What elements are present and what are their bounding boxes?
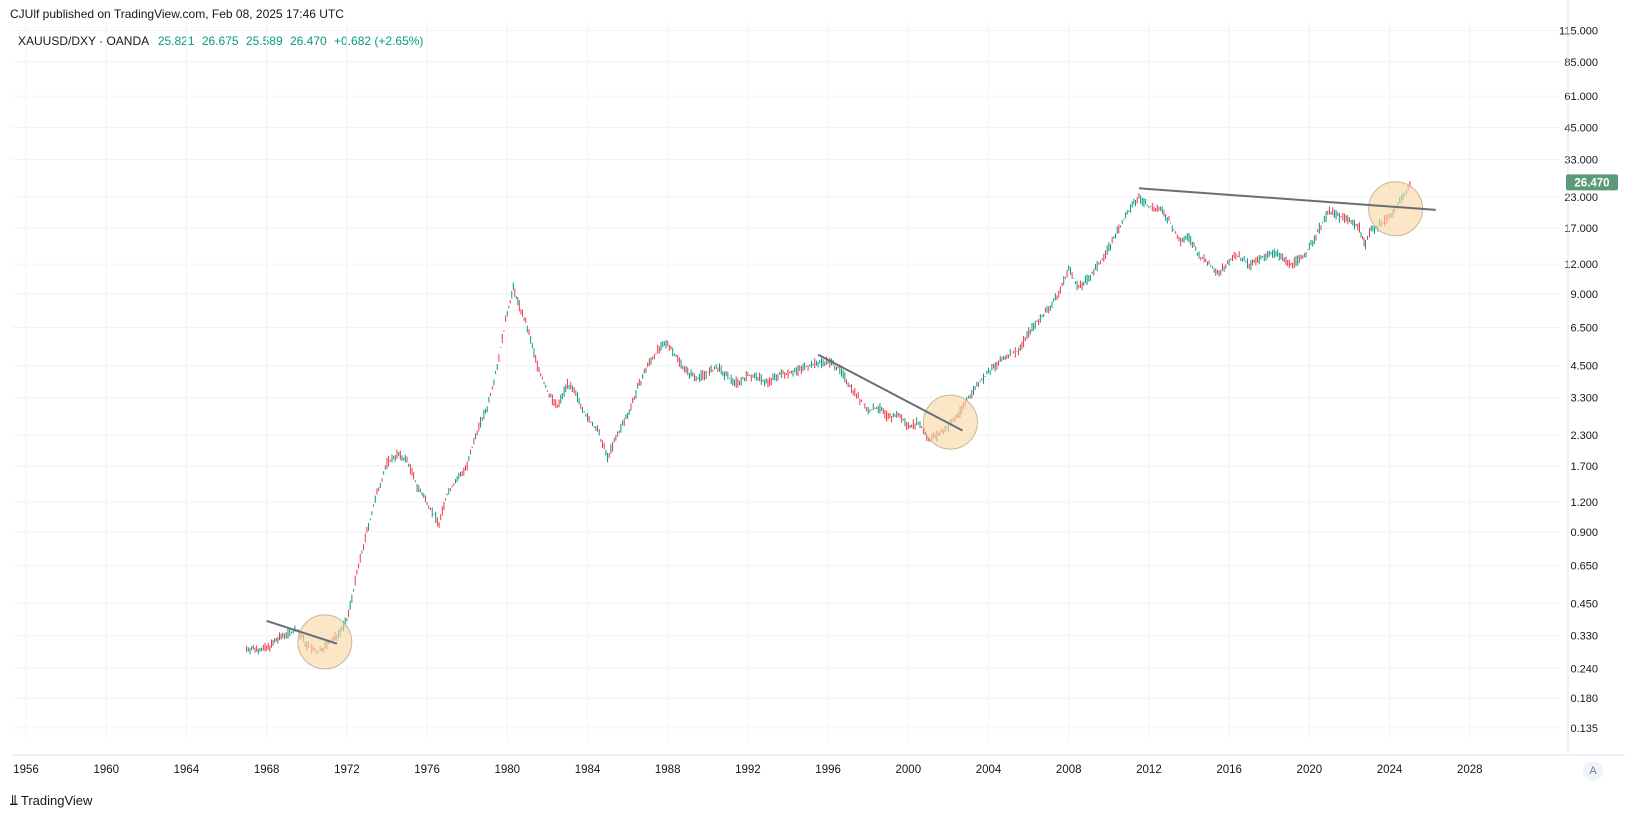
last-price-text: 26.470 [1574, 177, 1609, 189]
x-tick-label: 1964 [174, 764, 200, 776]
trend-line [266, 619, 338, 645]
y-tick-label: 115.000 [1559, 26, 1598, 38]
x-tick-label: 2008 [1056, 764, 1082, 776]
x-tick-label: 2016 [1216, 764, 1242, 776]
brand-name: TradingView [20, 793, 93, 808]
y-tick-label: 4.500 [1570, 360, 1598, 372]
auto-scale-button[interactable]: A [1583, 761, 1603, 781]
x-tick-label: 2012 [1136, 764, 1162, 776]
y-tick-label: 0.135 [1570, 723, 1598, 735]
y-tick-label: 9.000 [1570, 289, 1598, 301]
y-tick-label: 12.000 [1564, 259, 1598, 271]
y-tick-label: 23.000 [1564, 192, 1598, 204]
x-tick-label: 2004 [976, 764, 1002, 776]
last-price-badge [1566, 174, 1618, 191]
y-tick-label: 17.000 [1564, 223, 1598, 235]
trend-line [817, 353, 963, 432]
x-tick-label: 1968 [254, 764, 280, 776]
price-series [246, 181, 1411, 655]
ohlc-values: 25.821 26.675 25.589 26.470 +0.682 (+2.6… [152, 34, 424, 48]
y-tick-label: 33.000 [1564, 155, 1598, 167]
x-tick-label: 2024 [1377, 764, 1403, 776]
x-tick-label: 1984 [575, 764, 601, 776]
x-tick-label: 1980 [494, 764, 520, 776]
high-value: 26.675 [201, 34, 239, 48]
change-value: +0.682 (+2.65%) [334, 34, 424, 48]
tradingview-logo[interactable]: ⫫ TradingView [10, 792, 92, 809]
highlight-circle [922, 394, 978, 450]
x-tick-label: 1976 [414, 764, 440, 776]
x-tick-label: 1996 [815, 764, 841, 776]
x-tick-label: 2000 [896, 764, 922, 776]
x-tick-label: 1992 [735, 764, 761, 776]
y-tick-label: 6.500 [1570, 322, 1598, 334]
publisher-line: CJUlf published on TradingView.com, Feb … [10, 7, 344, 21]
price-axis: 115.000 85.000 61.000 45.000 33.000 23.000 17.… [1559, 0, 1598, 755]
grid-lines [12, 22, 1560, 740]
y-tick-label: 61.000 [1564, 91, 1598, 103]
y-tick-label: 2.300 [1570, 430, 1598, 442]
trend-line [1138, 187, 1436, 211]
x-tick-label: 1956 [13, 764, 39, 776]
y-tick-label: 0.450 [1570, 598, 1598, 610]
tradingview-logo-icon: ⫫ [10, 792, 18, 808]
symbol-name[interactable]: XAUUSD/DXY · OANDA [18, 34, 149, 48]
x-tick-label: 2020 [1297, 764, 1323, 776]
y-tick-label: 1.700 [1570, 461, 1598, 473]
y-tick-label: 85.000 [1564, 57, 1598, 69]
close-value: 26.470 [289, 34, 327, 48]
y-tick-label: 0.180 [1570, 693, 1598, 705]
y-tick-label: 0.900 [1570, 527, 1598, 539]
y-tick-label: 0.330 [1570, 630, 1598, 642]
time-axis: 1956 1960 1964 1968 1972 1976 1980 1984 1988 1992… [12, 754, 1625, 776]
x-tick-label: 2028 [1457, 764, 1483, 776]
y-tick-label: 0.240 [1570, 663, 1598, 675]
highlight-circle [297, 614, 353, 670]
x-tick-label: 1960 [93, 764, 119, 776]
y-tick-label: 1.200 [1570, 497, 1598, 509]
open-value: 25.821 [157, 34, 195, 48]
x-tick-label: 1988 [655, 764, 681, 776]
low-value: 25.589 [245, 34, 283, 48]
symbol-legend: XAUUSD/DXY · OANDA 25.821 26.675 25.589 … [18, 34, 423, 48]
y-tick-label: 3.300 [1570, 393, 1598, 405]
last-price-label: 26.470 [1566, 174, 1618, 191]
drawing-annotations [266, 181, 1436, 670]
y-tick-label: 0.650 [1570, 560, 1598, 572]
x-tick-label: 1972 [334, 764, 360, 776]
y-tick-label: 45.000 [1564, 123, 1598, 135]
